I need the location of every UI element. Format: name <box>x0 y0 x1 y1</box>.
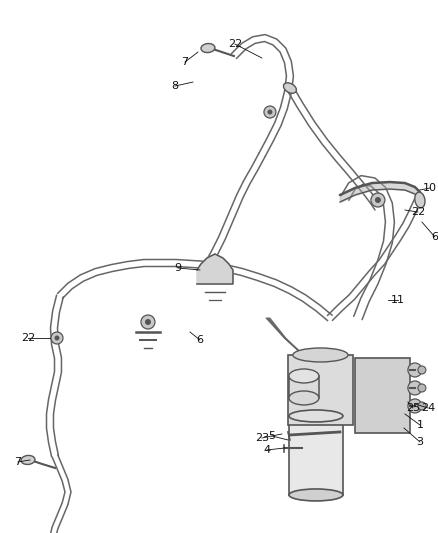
Text: 7: 7 <box>14 457 21 467</box>
Ellipse shape <box>293 348 348 362</box>
Circle shape <box>418 402 426 410</box>
Ellipse shape <box>21 455 35 464</box>
Circle shape <box>51 332 63 344</box>
Ellipse shape <box>283 83 297 93</box>
Text: 6: 6 <box>197 335 204 345</box>
Ellipse shape <box>289 489 343 501</box>
Text: 5: 5 <box>268 431 276 441</box>
Text: 24: 24 <box>421 403 435 413</box>
Text: 7: 7 <box>181 57 188 67</box>
Ellipse shape <box>289 369 319 383</box>
Circle shape <box>408 381 422 395</box>
Circle shape <box>371 193 385 207</box>
Bar <box>355 358 410 433</box>
Circle shape <box>408 363 422 377</box>
Circle shape <box>408 399 422 413</box>
Bar <box>288 355 353 425</box>
Ellipse shape <box>415 192 425 208</box>
Text: 22: 22 <box>411 207 425 217</box>
Circle shape <box>141 315 155 329</box>
Circle shape <box>145 319 151 325</box>
Bar <box>289 416 343 495</box>
Circle shape <box>54 335 60 341</box>
Ellipse shape <box>289 391 319 405</box>
Text: 1: 1 <box>417 420 424 430</box>
Text: 6: 6 <box>431 232 438 242</box>
Text: 23: 23 <box>255 433 269 443</box>
Circle shape <box>268 110 272 115</box>
Text: 11: 11 <box>391 295 405 305</box>
Text: 10: 10 <box>423 183 437 193</box>
Ellipse shape <box>201 44 215 53</box>
Text: 8: 8 <box>171 81 179 91</box>
Polygon shape <box>197 254 233 284</box>
Circle shape <box>375 197 381 203</box>
Text: 4: 4 <box>263 445 271 455</box>
Circle shape <box>418 366 426 374</box>
Text: 22: 22 <box>21 333 35 343</box>
Circle shape <box>264 106 276 118</box>
Text: 25: 25 <box>406 403 420 413</box>
Text: 9: 9 <box>174 263 181 273</box>
Text: 22: 22 <box>228 39 242 49</box>
Circle shape <box>418 384 426 392</box>
Ellipse shape <box>289 410 343 422</box>
Text: 3: 3 <box>417 437 424 447</box>
